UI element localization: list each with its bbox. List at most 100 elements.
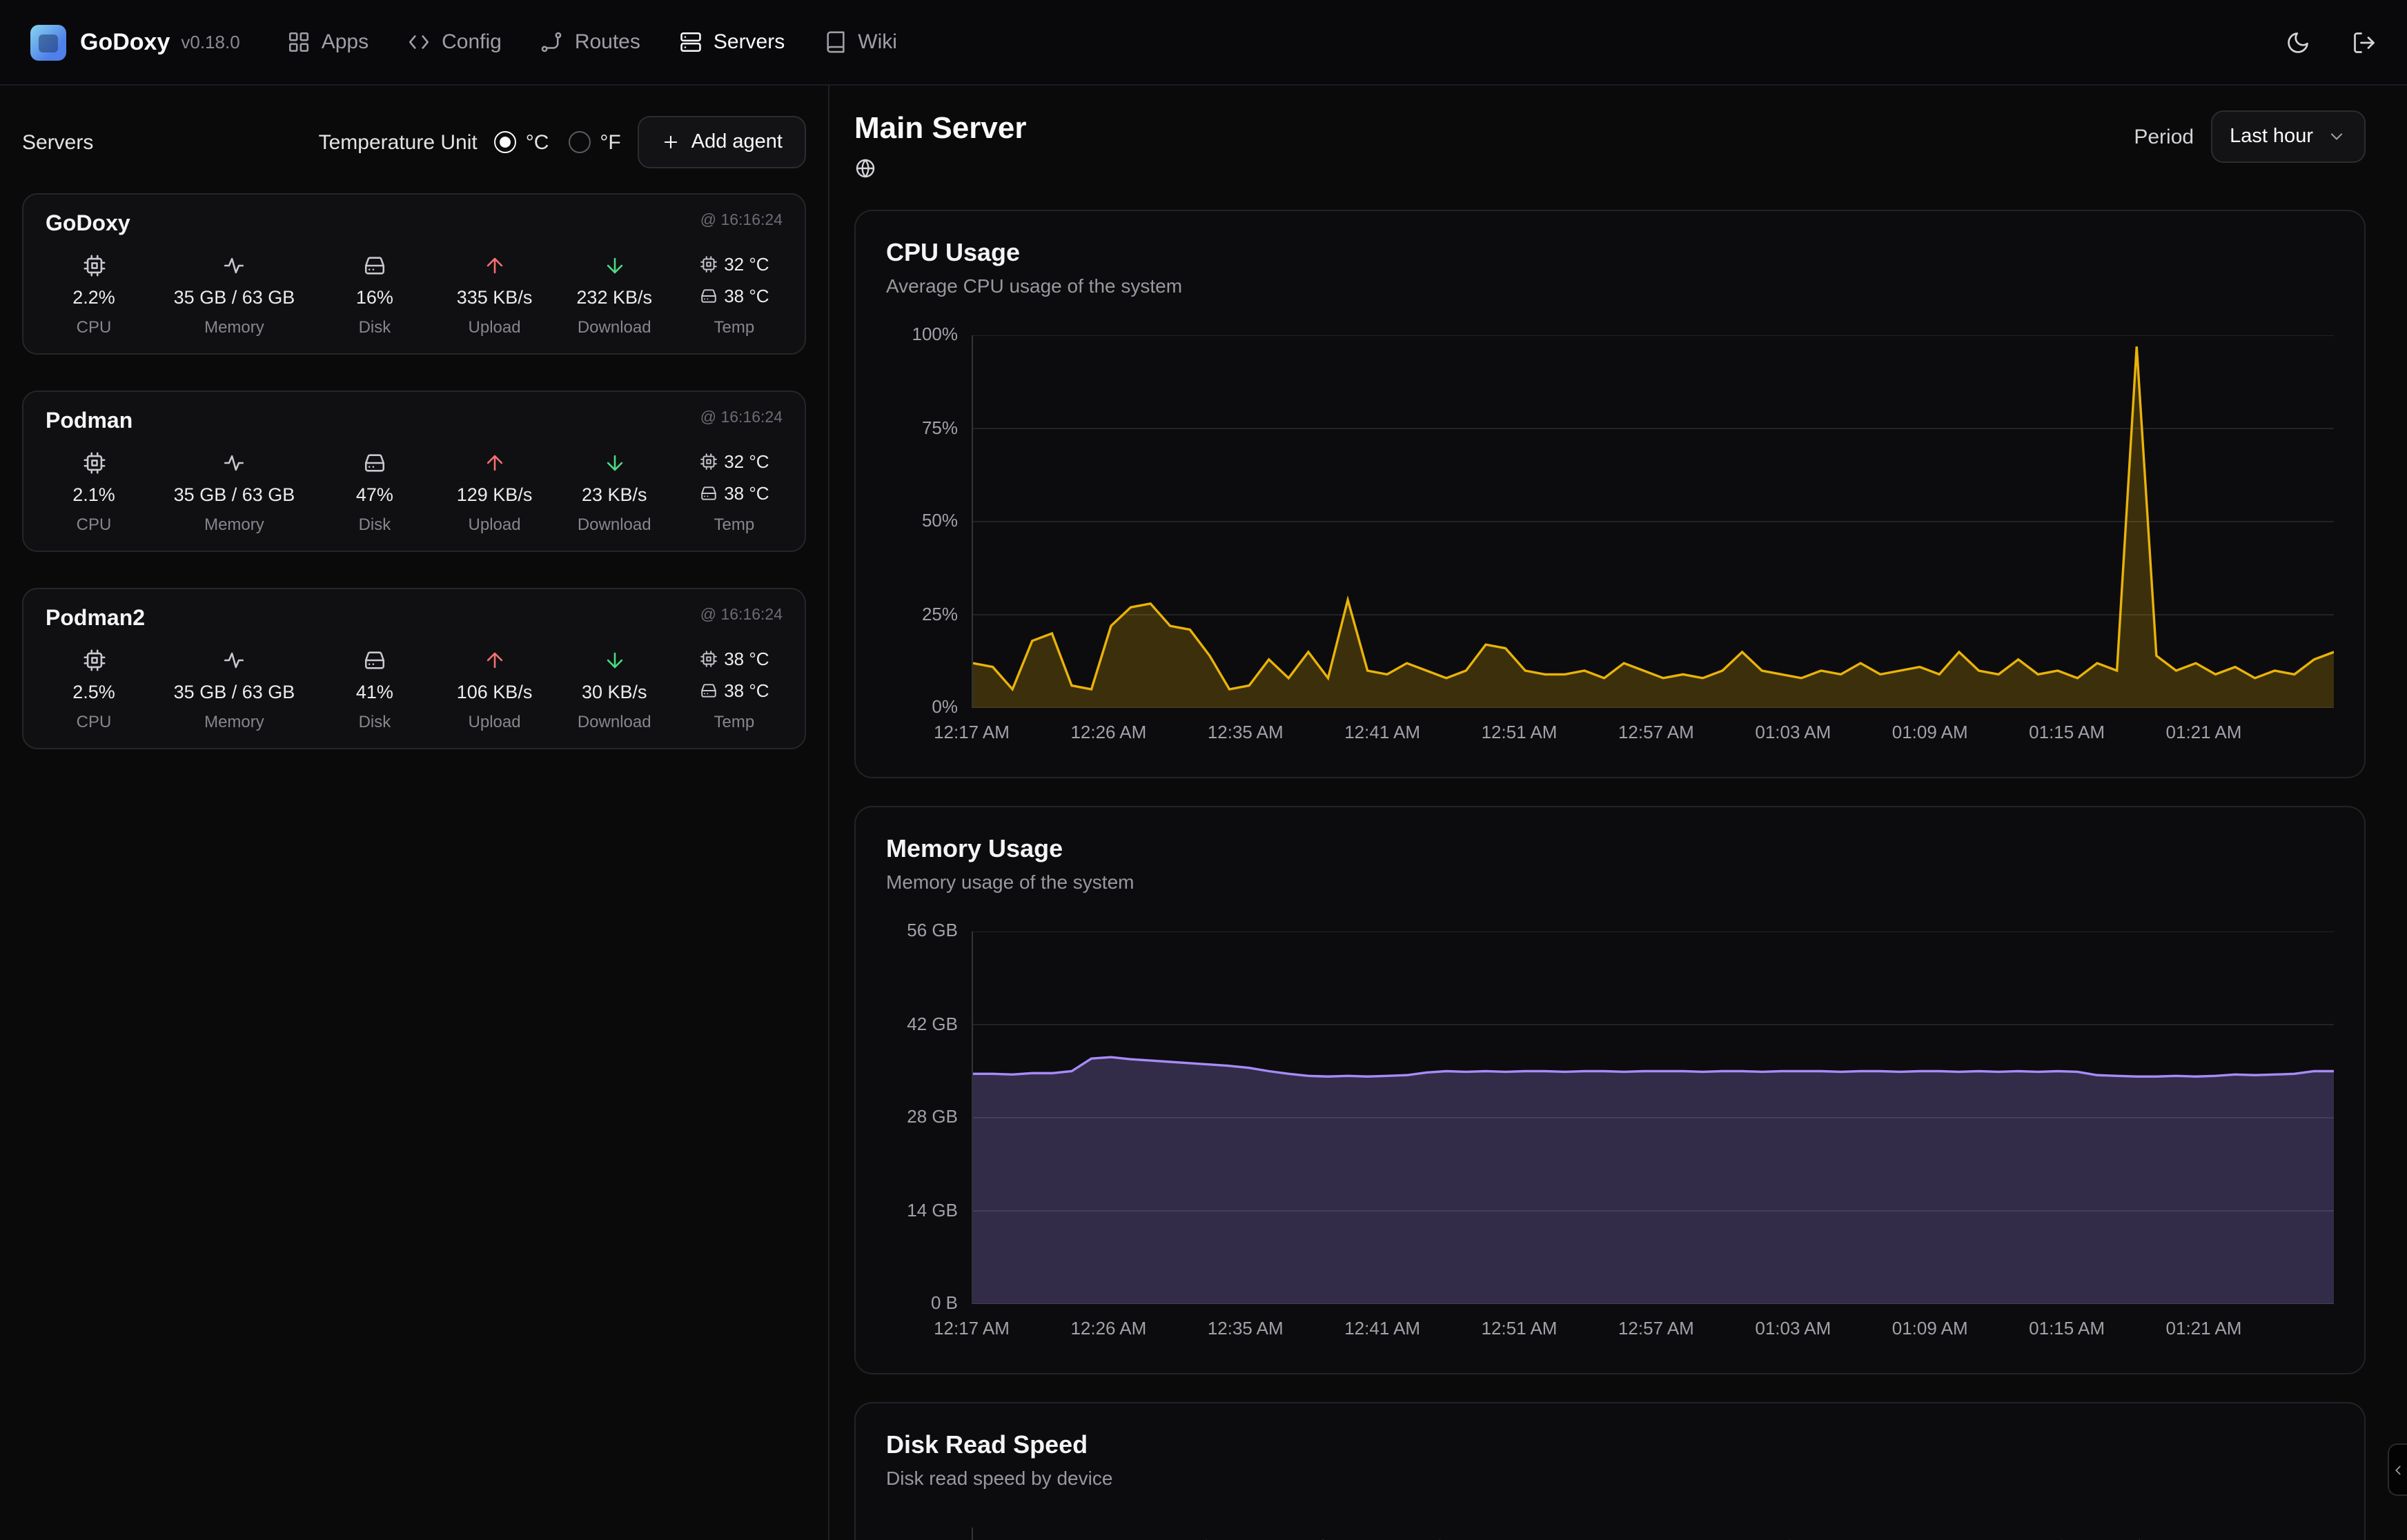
server-card-godoxy[interactable]: GoDoxy @ 16:16:24 2.2% CPU 35 GB / 63 GB M… xyxy=(22,193,806,355)
x-tick-label: 12:26 AM xyxy=(1070,1318,1147,1339)
server-stats: 2.2% CPU 35 GB / 63 GB Memory 16% Disk 335 … xyxy=(46,254,783,337)
harddrive-icon xyxy=(699,484,717,502)
memory-value: 35 GB / 63 GB xyxy=(173,287,295,308)
download-value: 30 KB/s xyxy=(581,682,647,702)
add-agent-button[interactable]: Add agent xyxy=(637,116,806,168)
server-icon xyxy=(679,30,703,54)
disk-label: Disk xyxy=(358,712,391,731)
temperature-unit-options: °C °F xyxy=(493,130,621,154)
server-card-podman[interactable]: Podman @ 16:16:24 2.1% CPU 35 GB / 63 GB M… xyxy=(22,391,806,552)
server-card-podman2[interactable]: Podman2 @ 16:16:24 2.5% CPU 35 GB / 63 GB… xyxy=(22,588,806,749)
memory-usage-chart: 56 GB 42 GB 28 GB 14 GB 0 B 12:17 AM 12:26 AM… xyxy=(886,920,2334,1354)
arrow-up-icon xyxy=(483,649,507,672)
harddrive-icon xyxy=(699,682,717,700)
chevron-down-icon xyxy=(2327,127,2346,146)
y-tick-label: 100% xyxy=(912,324,959,345)
servers-sidebar: Servers Temperature Unit °C °F Add agent … xyxy=(0,86,829,1540)
cpu-icon xyxy=(82,254,106,277)
nav-item-servers[interactable]: Servers xyxy=(679,30,785,54)
period-label: Period xyxy=(2134,125,2194,148)
period-select[interactable]: Last hour xyxy=(2210,110,2366,163)
disk-temp-value: 38 °C xyxy=(724,680,769,701)
chart-title: CPU Usage xyxy=(886,239,1021,266)
radio-icon[interactable] xyxy=(568,131,591,153)
chart-title: Memory Usage xyxy=(886,835,1063,862)
cpu-label: CPU xyxy=(76,317,112,337)
nav-item-routes[interactable]: Routes xyxy=(540,30,640,54)
book-icon xyxy=(823,30,847,54)
y-tick-label: 0 B xyxy=(930,1292,958,1314)
cpu-icon xyxy=(699,650,717,668)
download-value: 232 KB/s xyxy=(576,287,652,308)
temp-unit-option[interactable]: °F xyxy=(568,130,621,154)
temp-label: Temp xyxy=(714,317,755,337)
logout-icon[interactable] xyxy=(2352,30,2377,55)
nav-item-apps[interactable]: Apps xyxy=(287,30,369,54)
moon-icon[interactable] xyxy=(2286,30,2310,55)
stat-disk: 47% Disk xyxy=(335,451,415,534)
server-name: GoDoxy xyxy=(46,213,130,236)
y-tick-label: 56 GB xyxy=(907,920,958,941)
memory-label: Memory xyxy=(204,317,264,337)
chart-plot-area xyxy=(972,931,2334,1304)
disk-label: Disk xyxy=(358,515,391,534)
memory-value: 35 GB / 63 GB xyxy=(173,484,295,505)
harddrive-icon xyxy=(363,451,386,475)
download-value: 23 KB/s xyxy=(581,484,647,505)
nav-item-config[interactable]: Config xyxy=(407,30,502,54)
stat-disk: 16% Disk xyxy=(335,254,415,337)
plus-icon xyxy=(661,132,680,152)
cpu-icon xyxy=(82,649,106,672)
download-label: Download xyxy=(577,515,651,534)
y-axis-ticks: 56 GB 42 GB 28 GB 14 GB 0 B xyxy=(886,920,958,1313)
nav-label: Apps xyxy=(321,30,369,54)
route-icon xyxy=(540,30,564,54)
disk-value: 47% xyxy=(355,484,393,505)
cpu-usage-series xyxy=(973,335,2334,708)
temp-unit-option[interactable]: °C xyxy=(493,130,549,154)
arrow-down-icon xyxy=(602,649,626,672)
panel-collapse-handle[interactable] xyxy=(2388,1443,2407,1496)
stat-download: 30 KB/s Download xyxy=(574,649,654,731)
arrow-up-icon xyxy=(483,451,507,475)
memory-value: 35 GB / 63 GB xyxy=(173,682,295,702)
x-tick-label: 01:21 AM xyxy=(2165,1318,2242,1339)
temp-label: Temp xyxy=(714,515,755,534)
version-label: v0.18.0 xyxy=(181,32,240,52)
sidebar-header: Servers Temperature Unit °C °F Add agent xyxy=(0,86,828,188)
chart-plot-area xyxy=(972,1528,2334,1540)
activity-icon xyxy=(222,254,246,277)
server-timestamp: @ 16:16:24 xyxy=(700,607,783,624)
memory-usage-series xyxy=(973,931,2334,1304)
x-tick-label: 01:03 AM xyxy=(1755,722,1831,742)
disk-read-speed-series xyxy=(973,1528,2334,1540)
upload-label: Upload xyxy=(468,515,521,534)
temp-label: Temp xyxy=(714,712,755,731)
stat-cpu: 2.5% CPU xyxy=(54,649,134,731)
x-axis-ticks: 12:17 AM 12:26 AM 12:35 AM 12:41 AM 12:51 AM… xyxy=(934,722,2334,758)
stat-download: 232 KB/s Download xyxy=(574,254,654,337)
stat-memory: 35 GB / 63 GB Memory xyxy=(174,649,295,731)
cpu-icon xyxy=(82,451,106,475)
main-header: Main Server Period Last hour xyxy=(854,110,2366,179)
x-tick-label: 01:09 AM xyxy=(1892,722,1968,742)
stat-upload: 335 KB/s Upload xyxy=(455,254,535,337)
memory-usage-card: Memory Usage Memory usage of the system … xyxy=(854,806,2366,1374)
grid-icon xyxy=(287,30,311,54)
code-icon xyxy=(407,30,431,54)
stat-cpu: 2.2% CPU xyxy=(54,254,134,337)
x-tick-label: 12:17 AM xyxy=(934,722,1010,742)
disk-temp-value: 38 °C xyxy=(724,286,769,306)
sidebar-title: Servers xyxy=(22,130,94,154)
radio-icon[interactable] xyxy=(493,131,516,153)
server-list: GoDoxy @ 16:16:24 2.2% CPU 35 GB / 63 GB M… xyxy=(0,188,828,755)
x-tick-label: 12:35 AM xyxy=(1207,722,1284,742)
server-timestamp: @ 16:16:24 xyxy=(700,213,783,229)
nav-item-wiki[interactable]: Wiki xyxy=(823,30,897,54)
cpu-temp-value: 32 °C xyxy=(724,451,769,472)
x-tick-label: 12:41 AM xyxy=(1344,1318,1421,1339)
cpu-label: CPU xyxy=(76,515,112,534)
navbar-actions xyxy=(2286,30,2377,55)
cpu-value: 2.5% xyxy=(72,682,115,702)
activity-icon xyxy=(222,451,246,475)
